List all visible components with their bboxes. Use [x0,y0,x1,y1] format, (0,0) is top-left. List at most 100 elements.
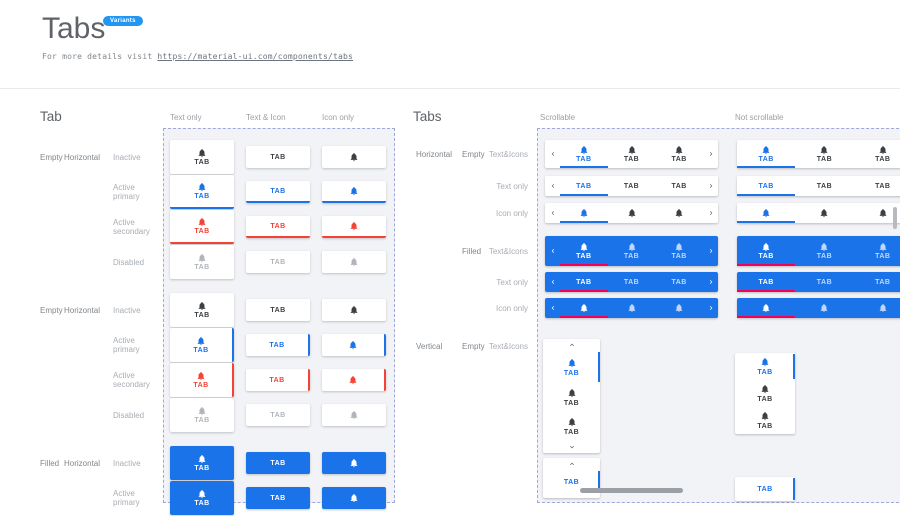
chevron-left-icon[interactable] [545,272,560,292]
tab-icon[interactable] [322,452,386,474]
tab-text-and-icon[interactable]: TAB [170,293,234,327]
tab-item[interactable]: TAB [795,176,853,196]
tab-text-and-icon[interactable]: TAB [170,245,234,279]
tab-item[interactable]: TAB [655,236,703,266]
tab-text[interactable]: TAB [246,181,310,203]
tab-text-and-icon[interactable]: TAB [170,398,234,432]
tab-item[interactable] [795,203,853,223]
tab-item[interactable]: TAB [655,272,703,292]
tab-text[interactable]: TAB [246,334,310,356]
tab-text-and-icon[interactable]: TAB [170,175,234,209]
tab-item[interactable]: TAB [795,140,853,168]
tab-item[interactable]: TAB [560,236,608,266]
chevron-right-icon[interactable] [703,272,718,292]
tab-item[interactable]: TAB [737,176,796,196]
tab-item[interactable]: TAB [608,176,656,196]
chevron-left-icon[interactable] [545,203,560,223]
tab-text[interactable]: TAB [246,487,310,509]
chevron-left-icon[interactable] [545,176,560,196]
tab-text[interactable]: TAB [246,251,310,273]
chevron-right-icon[interactable] [703,203,718,223]
bell-icon [350,187,358,196]
tab-item[interactable]: TAB [543,412,600,441]
chevron-right-icon[interactable] [703,176,718,196]
bell-icon [879,146,887,155]
tab-item[interactable] [737,203,796,223]
tab-text-and-icon[interactable]: TAB [170,363,234,397]
tab-item[interactable]: TAB [854,176,900,196]
tab-item[interactable] [655,203,703,223]
tab-icon[interactable] [322,181,386,203]
tab-icon[interactable] [322,299,386,321]
chevron-down-icon[interactable] [543,441,600,453]
tab-label: TAB [758,182,774,190]
tab-item[interactable] [608,298,656,318]
chevron-right-icon[interactable] [703,140,718,168]
tab-icon[interactable] [322,487,386,509]
tab-item[interactable]: TAB [608,140,656,168]
tab-item[interactable]: TAB [560,272,608,292]
chevron-left-icon[interactable] [545,298,560,318]
tab-item[interactable] [795,298,853,318]
tab-item[interactable]: TAB [735,477,795,501]
tab-item[interactable]: TAB [735,353,795,380]
chevron-up-icon[interactable] [543,339,600,351]
tab-item[interactable]: TAB [737,140,796,168]
horizontal-scrollbar-thumb[interactable] [580,488,683,493]
tab-item[interactable]: TAB [543,351,600,383]
tab-item[interactable] [854,203,900,223]
tab-item[interactable]: TAB [795,272,853,292]
tab-item[interactable]: TAB [854,140,900,168]
vertical-scrollbar-thumb[interactable] [893,207,897,229]
tab-label: TAB [576,156,592,163]
tab-item[interactable]: TAB [737,272,796,292]
tab-text[interactable]: TAB [246,404,310,426]
chevron-left-icon[interactable] [545,236,560,266]
tab-icon[interactable] [322,251,386,273]
tab-item[interactable]: TAB [854,236,900,266]
tab-text[interactable]: TAB [246,146,310,168]
tab-item[interactable]: TAB [795,236,853,266]
chevron-up-icon[interactable] [543,458,600,470]
tab-item[interactable]: TAB [737,236,796,266]
bell-icon [628,146,635,155]
chevron-left-icon[interactable] [545,140,560,168]
tab-item[interactable] [854,298,900,318]
chevron-right-icon[interactable] [703,236,718,266]
tab-item[interactable]: TAB [608,272,656,292]
tab-icon[interactable] [322,369,386,391]
tab-text-and-icon[interactable]: TAB [170,481,234,515]
tab-label: TAB [671,278,687,286]
tab-text[interactable]: TAB [246,299,310,321]
tab-icon[interactable] [322,334,386,356]
docs-link[interactable]: https://material-ui.com/components/tabs [157,52,354,61]
tab-item[interactable]: TAB [655,140,703,168]
tab-item[interactable] [560,203,608,223]
tab-item[interactable]: TAB [560,140,608,168]
tab-text-and-icon[interactable]: TAB [170,140,234,174]
tab-item[interactable]: TAB [560,176,608,196]
tab-item[interactable]: TAB [543,470,600,494]
tab-text[interactable]: TAB [246,216,310,238]
bell-icon [762,209,770,218]
tab-item[interactable] [560,298,608,318]
tab-item[interactable]: TAB [735,380,795,407]
tab-text[interactable]: TAB [246,452,310,474]
tab-item[interactable] [608,203,656,223]
tab-item[interactable]: TAB [543,383,600,412]
tab-item[interactable]: TAB [655,176,703,196]
tab-text-and-icon[interactable]: TAB [170,446,234,480]
sample-cells: TAB TAB [163,446,395,480]
tab-item[interactable] [655,298,703,318]
tab-icon[interactable] [322,146,386,168]
tab-item[interactable]: TAB [854,272,900,292]
tab-item[interactable]: TAB [608,236,656,266]
tab-text[interactable]: TAB [246,369,310,391]
chevron-right-icon[interactable] [703,298,718,318]
tab-item[interactable] [737,298,796,318]
tab-icon[interactable] [322,216,386,238]
tab-item[interactable]: TAB [735,407,795,434]
tab-text-and-icon[interactable]: TAB [170,328,234,362]
tab-text-and-icon[interactable]: TAB [170,210,234,244]
tab-icon[interactable] [322,404,386,426]
